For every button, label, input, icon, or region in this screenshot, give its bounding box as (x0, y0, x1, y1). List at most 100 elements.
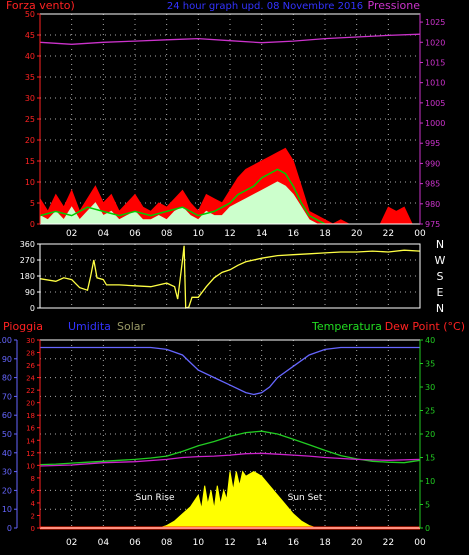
x-tick-label: 16 (288, 538, 300, 548)
pressure-axis-label: 1010 (425, 79, 445, 88)
wind-axis-label: 45 (25, 31, 35, 40)
direction-axis-label: 90 (25, 288, 35, 297)
x-tick-label: 02 (66, 229, 77, 239)
temperature-axis-label: Temperatura (311, 320, 382, 333)
x-tick-label: 10 (193, 229, 205, 239)
pressure-axis-label: 1000 (425, 119, 445, 128)
dewpoint-axis-label: 35 (425, 360, 435, 369)
x-tick-label: 06 (129, 229, 141, 239)
pressure-axis-label: 1020 (425, 38, 445, 47)
dewpoint-axis-label: 10 (425, 477, 435, 486)
pressure-axis-label: 985 (425, 180, 440, 189)
dewpoint-axis-label: Dew Point (°C) (385, 320, 465, 333)
humidity-axis-label: 10 (26, 462, 35, 470)
wind-axis-label: 0 (30, 220, 35, 229)
x-tick-label: 12 (224, 229, 235, 239)
pressure-axis-label: Pressione (368, 0, 421, 12)
compass-label: S (437, 270, 444, 283)
humidity-axis-label: 20 (26, 400, 35, 408)
direction-axis-label: 180 (20, 272, 35, 281)
x-tick-label: 00 (414, 229, 426, 239)
rain-axis-label: 30 (2, 468, 12, 477)
rain-axis-label: 20 (2, 486, 12, 495)
x-tick-label: 14 (256, 538, 268, 548)
axes: 0102030405060708090100024681012141618202… (0, 336, 435, 533)
wind-axis-label: 5 (30, 199, 35, 208)
dewpoint-axis-label: 15 (425, 454, 435, 463)
rain-axis-label: Pioggia (3, 320, 43, 333)
x-tick-label: 06 (129, 538, 141, 548)
x-tick-label: 18 (319, 229, 331, 239)
humidity-axis-label: 2 (31, 512, 35, 520)
pressure-axis-label: 975 (425, 220, 440, 229)
pressure-axis-label: 995 (425, 139, 440, 148)
wind-direction-panel: 0 90 180 270 360 (20, 240, 421, 313)
dewpoint-axis-label: 40 (425, 336, 435, 345)
wind-axis-label: 50 (25, 10, 35, 19)
direction-axis-label: 270 (20, 256, 35, 265)
direction-axis-label: 360 (20, 240, 35, 249)
humidity-axis-label: 8 (31, 475, 35, 483)
dewpoint-axis-label: 5 (425, 501, 430, 510)
graph-title: 24 hour graph upd. 08 Novembre 2016 (167, 1, 363, 12)
pressure-axis-label: 1005 (425, 99, 445, 108)
x-tick-label: 20 (351, 538, 363, 548)
wind-axis-label: 25 (25, 115, 35, 124)
x-tick-label: 20 (351, 229, 363, 239)
dewpoint-axis-label: 20 (425, 430, 435, 439)
wind-axis-label: 35 (25, 73, 35, 82)
humidity-axis-label: 22 (26, 387, 35, 395)
dewpoint-axis-label: 30 (425, 383, 435, 392)
wind-axis-label: Forza vento) (6, 0, 75, 12)
humidity-axis-label: 14 (26, 437, 35, 445)
pressure-axis-label: 990 (425, 159, 440, 168)
pressure-series (39, 33, 421, 45)
wind-axis-label: 20 (25, 136, 35, 145)
axes: 0 90 180 270 360 (20, 240, 41, 313)
wind-axis-label: 15 (25, 157, 35, 166)
humidity-axis-label: 30 (26, 337, 35, 345)
pressure-axis-label: 1025 (425, 18, 445, 27)
x-tick-label: 04 (98, 229, 110, 239)
humidity-axis-label: Umidita (68, 320, 111, 333)
compass-label: N (436, 238, 444, 251)
solar-axis-label: Solar (117, 320, 146, 333)
x-tick-label: 14 (256, 229, 268, 239)
rain-axis-label: 50 (2, 430, 12, 439)
rain-axis-label: 40 (2, 449, 12, 458)
humidity-axis-label: 6 (31, 487, 36, 495)
humidity-axis-label: 0 (31, 525, 35, 533)
humidity-axis-label: 24 (26, 375, 35, 383)
x-tick-label: 22 (383, 538, 394, 548)
pressure-axis-label: 980 (425, 200, 440, 209)
rain-axis-label: 10 (2, 505, 12, 514)
series (39, 33, 421, 225)
x-tick-label: 22 (383, 229, 394, 239)
x-tick-label: 12 (224, 538, 235, 548)
x-tick-label: 00 (414, 538, 426, 548)
humidity-axis-label: 12 (26, 450, 35, 458)
weather-lower-panel: 02 04 06 08 10 12 14 16 18 20 22 00 010203040506070… (0, 336, 435, 548)
rain-axis-label: 80 (2, 374, 12, 383)
dewpoint-axis-label: 0 (425, 524, 430, 533)
x-tick-label: 08 (161, 229, 173, 239)
x-tick-label: 18 (319, 538, 331, 548)
sunrise-annotation: Sun Rise (136, 493, 175, 503)
wind-average-series (39, 168, 326, 225)
compass-label: E (437, 286, 444, 299)
humidity-axis-label: 26 (26, 362, 35, 370)
x-tick-label: 04 (98, 538, 110, 548)
humidity-axis-label: 28 (26, 350, 35, 358)
compass-label: W (435, 254, 446, 267)
rain-axis-label: 100 (0, 336, 12, 345)
dewpoint-axis-label: 25 (425, 407, 435, 416)
humidity-axis-label: 18 (26, 412, 35, 420)
axes: 0510152025303540455097598098599099510001… (25, 10, 446, 229)
x-tick-label: 08 (161, 538, 173, 548)
dewpoint-series (39, 452, 421, 467)
sunset-annotation: Sun Set (288, 493, 323, 503)
wind-axis-label: 30 (25, 94, 35, 103)
rain-axis-label: 70 (2, 392, 12, 401)
